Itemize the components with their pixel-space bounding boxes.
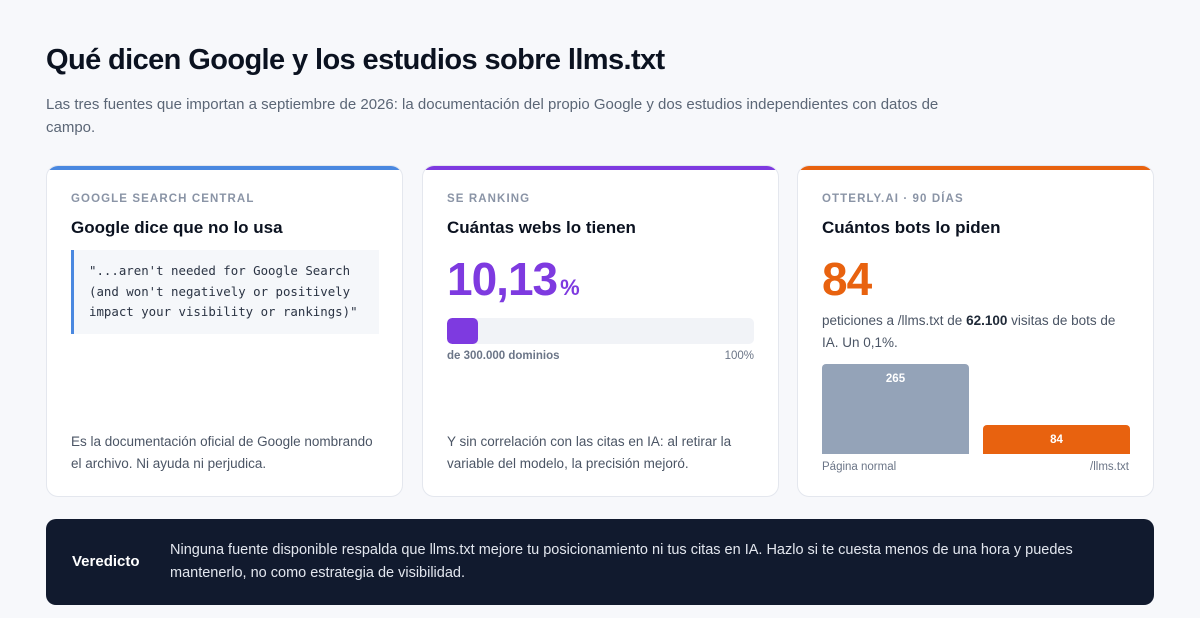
progress-caption-domains: de 300.000 dominios (447, 350, 560, 362)
desc-text-before: peticiones a /llms.txt de (822, 313, 967, 328)
card-title: Cuántos bots lo piden (822, 218, 1001, 237)
adoption-percentage: 10,13% (447, 252, 580, 315)
bar-normal-page: 265 (822, 364, 969, 454)
verdict-banner: Veredicto Ninguna fuente disponible resp… (46, 519, 1154, 605)
bar-category-label: /llms.txt (1090, 461, 1129, 473)
card-se-ranking: SE RANKING Cuántas webs lo tienen 10,13%… (422, 165, 779, 497)
card-title: Cuántas webs lo tienen (447, 218, 636, 237)
page-subtitle: Las tres fuentes que importan a septiemb… (46, 96, 939, 136)
card-google-search-central: GOOGLE SEARCH CENTRAL Google dice que no… (46, 165, 403, 497)
card-accent-bar (423, 166, 778, 170)
card-otterly-ai: OTTERLY.AI · 90 DÍAS Cuántos bots lo pid… (797, 165, 1154, 497)
card-accent-bar (47, 166, 402, 170)
card-accent-bar (798, 166, 1153, 170)
bot-requests-count: 84 (822, 253, 872, 305)
card-footnote: Y sin correlación con las citas en IA: a… (447, 434, 732, 471)
card-eyebrow: SE RANKING (447, 193, 531, 205)
adoption-progress-fill (447, 318, 479, 344)
verdict-label: Veredicto (72, 553, 140, 570)
card-title: Google dice que no lo usa (71, 218, 283, 237)
page-title: Qué dicen Google y los estudios sobre ll… (46, 44, 665, 76)
bar-llms-txt: 84 (983, 425, 1130, 454)
bar-value-label: 265 (885, 373, 906, 385)
bar-category-label: Página normal (822, 461, 897, 473)
card-footnote: Es la documentación oficial de Google no… (71, 434, 373, 471)
desc-text-after: visitas de bots de IA. Un 0,1%. (822, 313, 1116, 350)
adoption-progress-track (447, 318, 754, 344)
adoption-unit: % (560, 275, 580, 300)
card-eyebrow: OTTERLY.AI · 90 DÍAS (822, 193, 964, 205)
bar-value-label: 84 (1050, 434, 1063, 446)
card-eyebrow: GOOGLE SEARCH CENTRAL (71, 193, 255, 205)
bot-requests-description: peticiones a /llms.txt de 62.100 visitas… (822, 310, 1134, 354)
progress-caption-max: 100% (724, 350, 754, 362)
desc-total-visits: 62.100 (966, 313, 1008, 328)
google-quote: "...aren't needed for Google Search (and… (71, 250, 379, 334)
adoption-value: 10,13 (447, 253, 558, 305)
verdict-text: Ninguna fuente disponible respalda que l… (170, 542, 1073, 581)
bot-requests-bar-chart: 265 84 (822, 364, 1130, 454)
